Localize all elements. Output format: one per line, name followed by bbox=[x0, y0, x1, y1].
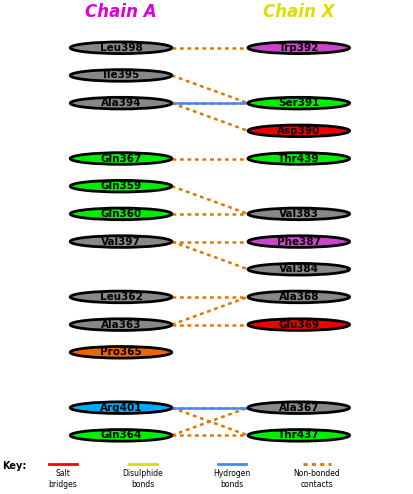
Ellipse shape bbox=[248, 319, 349, 330]
Ellipse shape bbox=[248, 208, 349, 220]
Ellipse shape bbox=[248, 125, 349, 137]
Text: Chain X: Chain X bbox=[263, 3, 335, 21]
Ellipse shape bbox=[70, 97, 172, 109]
Ellipse shape bbox=[248, 430, 349, 441]
Text: Ala394: Ala394 bbox=[101, 98, 141, 108]
Ellipse shape bbox=[70, 180, 172, 192]
Text: Thr439: Thr439 bbox=[278, 154, 320, 164]
Text: Val384: Val384 bbox=[279, 264, 319, 274]
Ellipse shape bbox=[248, 263, 349, 275]
Ellipse shape bbox=[70, 430, 172, 441]
Ellipse shape bbox=[248, 291, 349, 303]
Text: Salt
bridges: Salt bridges bbox=[48, 469, 77, 489]
Ellipse shape bbox=[248, 153, 349, 165]
Text: Gln367: Gln367 bbox=[100, 154, 142, 164]
Ellipse shape bbox=[248, 97, 349, 109]
Text: Key:: Key: bbox=[2, 461, 27, 471]
Text: Glu369: Glu369 bbox=[278, 320, 319, 329]
Text: Pro365: Pro365 bbox=[100, 347, 142, 357]
Ellipse shape bbox=[70, 319, 172, 330]
Text: Thr437: Thr437 bbox=[278, 430, 320, 440]
Text: Chain A: Chain A bbox=[85, 3, 157, 21]
Text: Trp392: Trp392 bbox=[279, 43, 319, 53]
Text: Non-bonded
contacts: Non-bonded contacts bbox=[293, 469, 340, 489]
Text: Asp390: Asp390 bbox=[277, 126, 320, 136]
Text: Gln360: Gln360 bbox=[100, 209, 142, 219]
Ellipse shape bbox=[70, 346, 172, 358]
Text: Phe387: Phe387 bbox=[277, 237, 321, 247]
Text: Leu398: Leu398 bbox=[100, 43, 142, 53]
Text: Ala363: Ala363 bbox=[101, 320, 141, 329]
Ellipse shape bbox=[70, 291, 172, 303]
Text: Ala367: Ala367 bbox=[278, 403, 319, 412]
Ellipse shape bbox=[248, 402, 349, 413]
Ellipse shape bbox=[248, 42, 349, 53]
Text: Ile395: Ile395 bbox=[103, 71, 139, 81]
Ellipse shape bbox=[70, 402, 172, 413]
Text: Hydrogen
bonds: Hydrogen bonds bbox=[213, 469, 251, 489]
Text: Ser391: Ser391 bbox=[278, 98, 320, 108]
Ellipse shape bbox=[70, 208, 172, 220]
Ellipse shape bbox=[70, 70, 172, 82]
Text: Gln359: Gln359 bbox=[100, 181, 142, 191]
Text: Val383: Val383 bbox=[279, 209, 319, 219]
Text: Val397: Val397 bbox=[101, 237, 141, 247]
Text: Gln364: Gln364 bbox=[100, 430, 142, 440]
Ellipse shape bbox=[70, 236, 172, 247]
Text: Disulphide
bonds: Disulphide bonds bbox=[123, 469, 164, 489]
Text: Arg401: Arg401 bbox=[100, 403, 142, 412]
Ellipse shape bbox=[70, 153, 172, 165]
Text: Ala368: Ala368 bbox=[278, 292, 319, 302]
Text: Leu362: Leu362 bbox=[100, 292, 142, 302]
Ellipse shape bbox=[248, 236, 349, 247]
Ellipse shape bbox=[70, 42, 172, 53]
